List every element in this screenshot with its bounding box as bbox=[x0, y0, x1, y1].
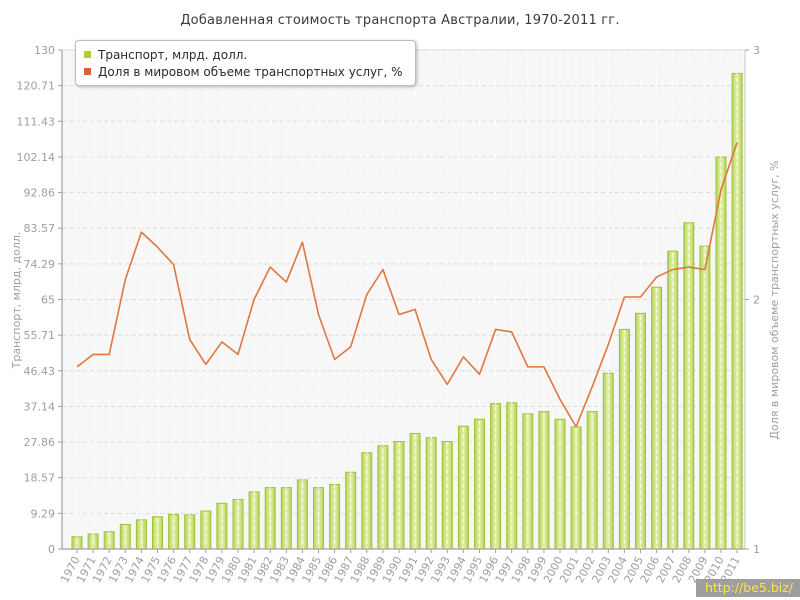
svg-text:18.57: 18.57 bbox=[24, 472, 56, 485]
svg-text:27.86: 27.86 bbox=[24, 436, 56, 449]
svg-text:92.86: 92.86 bbox=[24, 187, 56, 200]
svg-text:3: 3 bbox=[753, 44, 760, 57]
svg-text:102.14: 102.14 bbox=[17, 151, 56, 164]
legend-item-transport: Транспорт, млрд. долл. bbox=[84, 46, 403, 63]
svg-text:0: 0 bbox=[48, 543, 55, 556]
svg-text:1: 1 bbox=[753, 543, 760, 556]
svg-text:65: 65 bbox=[41, 294, 55, 307]
svg-text:2: 2 bbox=[753, 294, 760, 307]
legend-item-share: Доля в мировом объеме транспортных услуг… bbox=[84, 63, 403, 80]
watermark-link[interactable]: http://be5.biz/ bbox=[695, 579, 800, 597]
svg-text:83.57: 83.57 bbox=[24, 222, 56, 235]
svg-text:130: 130 bbox=[34, 44, 55, 57]
svg-text:46.43: 46.43 bbox=[24, 365, 56, 378]
legend-label-share: Доля в мировом объеме транспортных услуг… bbox=[98, 64, 403, 79]
svg-text:37.14: 37.14 bbox=[24, 400, 56, 413]
chart-title: Добавленная стоимость транспорта Австрал… bbox=[180, 13, 620, 28]
bar-series-swatch-icon bbox=[84, 51, 91, 58]
left-axis-title: Транспорт, млрд. долл. bbox=[10, 231, 23, 369]
svg-text:120.71: 120.71 bbox=[17, 80, 56, 93]
svg-text:111.43: 111.43 bbox=[17, 115, 56, 128]
chart-legend: Транспорт, млрд. долл. Доля в мировом об… bbox=[75, 40, 416, 86]
right-axis-title: Доля в мировом объеме транспортных услуг… bbox=[768, 160, 781, 440]
svg-text:55.71: 55.71 bbox=[24, 329, 56, 342]
svg-text:9.29: 9.29 bbox=[31, 507, 56, 520]
legend-label-transport: Транспорт, млрд. долл. bbox=[98, 47, 248, 62]
line-series-swatch-icon bbox=[84, 68, 91, 75]
svg-text:74.29: 74.29 bbox=[24, 258, 56, 271]
